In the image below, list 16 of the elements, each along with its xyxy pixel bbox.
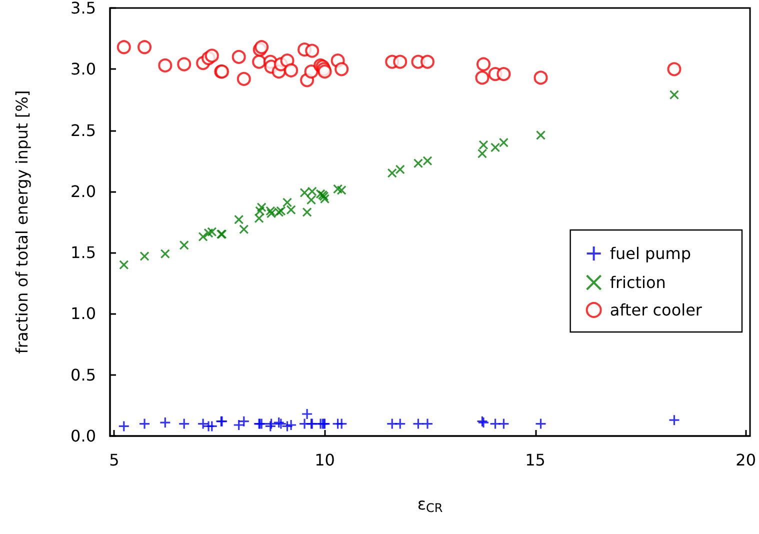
- y-tick-label: 2.5: [70, 120, 96, 140]
- x-tick-label: 20: [736, 450, 756, 470]
- x-tick-label: 5: [109, 450, 120, 470]
- y-axis-title: fraction of total energy input [%]: [12, 90, 32, 354]
- y-tick-label: 0.5: [70, 365, 96, 384]
- y-tick-label: 3.0: [70, 60, 96, 79]
- y-tick-label: 2.0: [70, 182, 96, 201]
- legend-label: friction: [610, 273, 666, 292]
- y-tick-label: 1.5: [70, 243, 96, 262]
- x-tick-label: 10: [314, 450, 335, 470]
- y-tick-label: 3.5: [70, 0, 96, 18]
- y-tick-label: 1.0: [70, 304, 96, 324]
- x-tick-label: 15: [525, 450, 546, 470]
- legend-label: fuel pump: [610, 244, 692, 263]
- y-tick-label: 0.0: [70, 426, 96, 446]
- legend-label: after cooler: [610, 300, 702, 320]
